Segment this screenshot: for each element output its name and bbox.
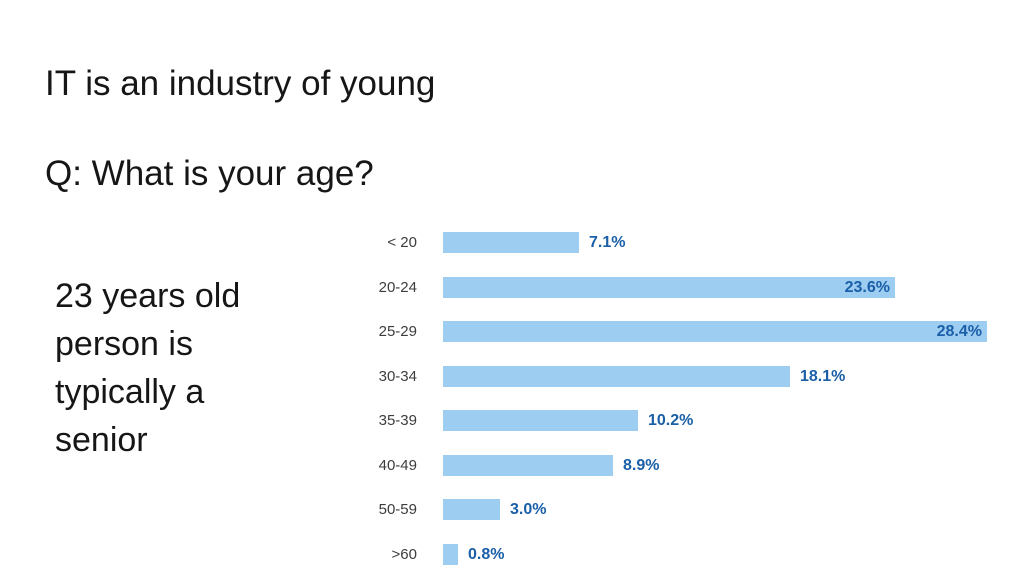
value-label: 23.6%	[844, 279, 890, 296]
value-label: 28.4%	[936, 323, 982, 340]
value-label: 10.2%	[648, 412, 694, 429]
category-label: 35-39	[378, 412, 417, 429]
bar	[443, 277, 895, 298]
chart-row: >60 0.8%	[330, 544, 1024, 565]
category-label: >60	[391, 546, 417, 563]
chart-row: 35-39 10.2%	[330, 410, 1024, 431]
chart-row: 25-29 28.4%	[330, 321, 1024, 342]
callout-text: 23 years old person is typically a senio…	[55, 277, 241, 459]
category-label: 20-24	[378, 279, 417, 296]
category-label: 40-49	[378, 457, 417, 474]
bar	[443, 410, 638, 431]
slide-question: Q: What is your age?	[45, 154, 374, 193]
bar	[443, 544, 458, 565]
value-label: 18.1%	[800, 368, 846, 385]
bar	[443, 366, 790, 387]
chart-row: 20-24 23.6%	[330, 277, 1024, 298]
chart-row: < 20 7.1%	[330, 232, 1024, 253]
value-label: 0.8%	[468, 546, 505, 563]
bar	[443, 455, 613, 476]
chart-row: 30-34 18.1%	[330, 366, 1024, 387]
bar	[443, 321, 987, 342]
value-label: 8.9%	[623, 457, 660, 474]
chart-row: 50-59 3.0%	[330, 499, 1024, 520]
bar	[443, 499, 500, 520]
bar	[443, 232, 579, 253]
value-label: 7.1%	[589, 234, 626, 251]
value-label: 3.0%	[510, 501, 547, 518]
slide-title: IT is an industry of young	[45, 64, 436, 103]
category-label: 30-34	[378, 368, 417, 385]
category-label: < 20	[387, 234, 417, 251]
chart-row: 40-49 8.9%	[330, 455, 1024, 476]
category-label: 25-29	[378, 323, 417, 340]
category-label: 50-59	[378, 501, 417, 518]
